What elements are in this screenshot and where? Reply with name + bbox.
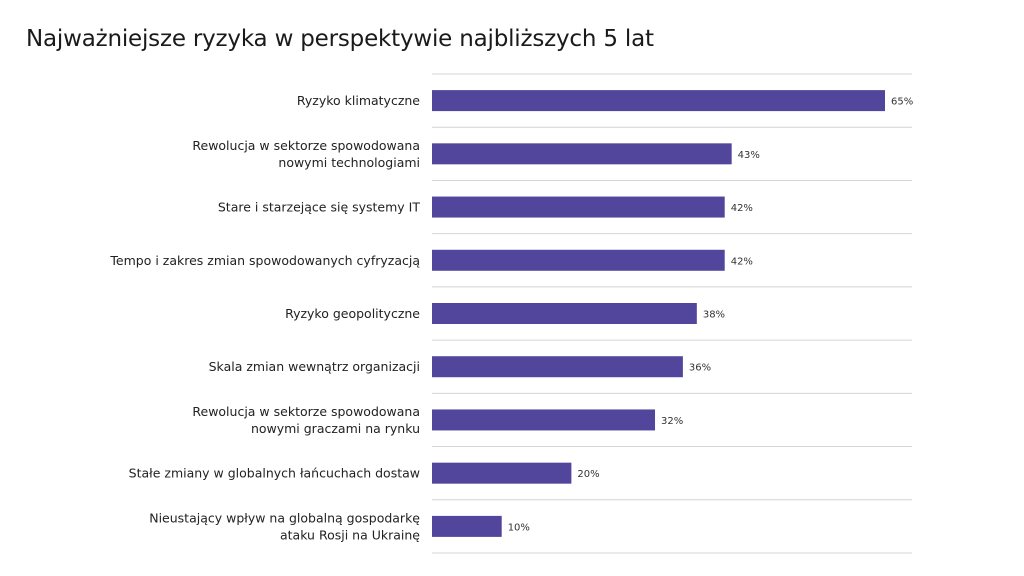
bar bbox=[432, 249, 725, 271]
category-label-line: nowymi technologiami bbox=[278, 155, 420, 170]
value-label: 65% bbox=[891, 97, 913, 108]
category-label: Rewolucja w sektorze spowodowana nowymi g… bbox=[192, 404, 420, 436]
bar bbox=[432, 409, 656, 431]
category-label-line: Ryzyko klimatyczne bbox=[297, 93, 420, 108]
category-label: Ryzyko geopolityczne bbox=[285, 306, 420, 321]
category-label: Skala zmian wewnątrz organizacji bbox=[209, 359, 420, 374]
category-label: Ryzyko klimatyczne bbox=[297, 93, 420, 108]
value-label: 42% bbox=[731, 203, 753, 214]
category-label-line: Rewolucja w sektorze spowodowana bbox=[192, 138, 420, 153]
bar bbox=[432, 303, 697, 324]
bar bbox=[432, 196, 725, 218]
value-label: 43% bbox=[738, 150, 760, 161]
category-label-line: Stare i starzejące się systemy IT bbox=[218, 200, 421, 215]
value-label: 38% bbox=[703, 310, 725, 321]
bar bbox=[432, 515, 502, 537]
category-label: Tempo i zakres zmian spowodowanych cyfry… bbox=[109, 253, 420, 268]
bar bbox=[432, 356, 683, 378]
value-label: 20% bbox=[577, 469, 599, 480]
category-label-line: Nieustający wpływ na globalną gospodarkę bbox=[149, 510, 420, 525]
category-label-line: ataku Rosji na Ukrainę bbox=[280, 527, 420, 542]
value-label: 42% bbox=[731, 256, 753, 267]
category-label: Rewolucja w sektorze spowodowana nowymi t… bbox=[192, 138, 420, 170]
category-label-line: Ryzyko geopolityczne bbox=[285, 306, 420, 321]
category-label: Stare i starzejące się systemy IT bbox=[218, 200, 421, 215]
bar bbox=[432, 143, 732, 165]
category-label-line: Skala zmian wewnątrz organizacji bbox=[209, 359, 420, 374]
bar bbox=[432, 90, 885, 112]
value-label: 32% bbox=[661, 416, 683, 427]
category-label: Nieustający wpływ na globalną gospodarkę… bbox=[149, 510, 420, 542]
category-label-line: Rewolucja w sektorze spowodowana bbox=[192, 404, 420, 419]
category-label-line: nowymi graczami na rynku bbox=[251, 421, 420, 436]
chart-title: Najważniejsze ryzyka w perspektywie najb… bbox=[26, 26, 654, 52]
category-label-line: Tempo i zakres zmian spowodowanych cyfry… bbox=[109, 253, 420, 268]
bar bbox=[432, 462, 572, 484]
category-label: Stałe zmiany w globalnych łańcuchach dos… bbox=[129, 466, 420, 481]
value-label: 36% bbox=[689, 363, 711, 374]
category-label-line: Stałe zmiany w globalnych łańcuchach dos… bbox=[129, 466, 420, 481]
value-label: 10% bbox=[508, 522, 530, 533]
